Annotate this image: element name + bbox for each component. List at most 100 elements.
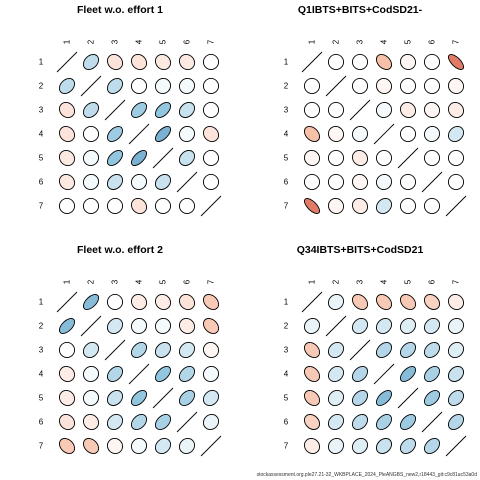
- correlation-ellipse: [130, 173, 148, 191]
- diagonal-mark: [301, 51, 323, 73]
- diagonal-mark: [325, 75, 347, 97]
- correlation-ellipse: [399, 125, 417, 143]
- correlation-ellipse: [375, 437, 393, 455]
- correlation-ellipse: [106, 413, 124, 431]
- correlation-ellipse: [327, 341, 345, 359]
- correlation-ellipse: [423, 149, 441, 167]
- correlation-ellipse: [399, 173, 417, 191]
- panel-title: Fleet w.o. effort 2: [77, 244, 163, 256]
- correlation-ellipse: [106, 317, 124, 335]
- correlation-ellipse: [82, 437, 100, 455]
- correlation-ellipse: [327, 437, 345, 455]
- column-label: 2: [87, 39, 96, 44]
- correlation-ellipse: [106, 173, 124, 191]
- correlation-ellipse: [106, 149, 124, 167]
- correlation-ellipse: [82, 173, 100, 191]
- correlation-ellipse: [399, 101, 417, 119]
- diagonal-mark: [128, 363, 150, 385]
- correlation-ellipse: [178, 125, 196, 143]
- column-label: 1: [308, 279, 317, 284]
- correlation-ellipse: [58, 317, 76, 335]
- diagonal-mark: [56, 51, 78, 73]
- diagonal-mark: [421, 411, 443, 433]
- correlation-ellipse: [351, 365, 369, 383]
- correlation-ellipse: [351, 125, 369, 143]
- correlation-ellipse: [375, 197, 393, 215]
- row-label: 3: [284, 346, 289, 355]
- correlation-ellipse: [375, 173, 393, 191]
- column-label: 3: [111, 279, 120, 284]
- correlation-ellipse: [399, 77, 417, 95]
- correlation-ellipse: [106, 197, 124, 215]
- correlation-ellipse: [106, 365, 124, 383]
- diagonal-mark: [421, 171, 443, 193]
- correlation-ellipse: [447, 293, 465, 311]
- correlation-ellipse: [351, 173, 369, 191]
- diagonal-mark: [176, 411, 198, 433]
- correlation-ellipse: [178, 365, 196, 383]
- correlation-ellipse: [82, 125, 100, 143]
- correlation-ellipse: [154, 101, 172, 119]
- correlation-ellipse: [447, 389, 465, 407]
- column-label: 2: [332, 39, 341, 44]
- row-label: 6: [39, 178, 44, 187]
- correlation-ellipse: [82, 53, 100, 71]
- correlation-ellipse: [303, 197, 321, 215]
- correlation-ellipse: [399, 53, 417, 71]
- correlation-ellipse: [375, 389, 393, 407]
- correlation-ellipse: [106, 437, 124, 455]
- column-label: 5: [404, 39, 413, 44]
- correlation-ellipse: [154, 77, 172, 95]
- correlation-ellipse: [154, 125, 172, 143]
- correlation-ellipse: [202, 341, 220, 359]
- panel-q34ibts: Q34IBTS+BITS+CodSD21 1 2 3 4 5 6 7 1 2 3 4 5 6 7: [284, 244, 467, 457]
- correlation-ellipse: [423, 197, 441, 215]
- correlation-ellipse: [423, 437, 441, 455]
- correlation-ellipse: [154, 197, 172, 215]
- correlation-ellipse: [82, 149, 100, 167]
- correlation-ellipse: [447, 77, 465, 95]
- correlation-ellipse: [58, 341, 76, 359]
- correlation-ellipse: [106, 53, 124, 71]
- row-label: 4: [39, 130, 44, 139]
- diagonal-mark: [104, 339, 126, 361]
- correlation-ellipse: [178, 149, 196, 167]
- correlation-ellipse: [375, 53, 393, 71]
- correlation-ellipse: [202, 149, 220, 167]
- correlation-ellipse: [303, 413, 321, 431]
- correlation-ellipse: [351, 437, 369, 455]
- diagonal-mark: [325, 315, 347, 337]
- correlation-ellipse: [202, 317, 220, 335]
- correlation-ellipse: [447, 149, 465, 167]
- correlation-ellipse: [58, 437, 76, 455]
- correlation-ellipse: [423, 53, 441, 71]
- correlation-ellipse: [154, 293, 172, 311]
- correlation-ellipse: [202, 293, 220, 311]
- column-label: 4: [135, 39, 144, 44]
- row-label: 6: [284, 418, 289, 427]
- diagonal-mark: [397, 147, 419, 169]
- correlation-ellipse: [178, 437, 196, 455]
- panel-fleet-effort-1: Fleet w.o. effort 1 1 2 3 4 5 6 7 1 2 3 4 5 6 7: [39, 4, 222, 217]
- row-label: 7: [39, 202, 44, 211]
- column-label: 2: [87, 279, 96, 284]
- correlation-ellipse: [58, 173, 76, 191]
- row-label: 6: [284, 178, 289, 187]
- correlation-ellipse: [202, 77, 220, 95]
- correlation-ellipse: [82, 341, 100, 359]
- column-label: 7: [207, 279, 216, 284]
- column-label: 2: [332, 279, 341, 284]
- row-label: 1: [284, 298, 289, 307]
- correlation-ellipse: [327, 125, 345, 143]
- correlation-ellipse: [130, 389, 148, 407]
- correlation-ellipse: [58, 413, 76, 431]
- correlation-ellipse: [58, 365, 76, 383]
- correlation-ellipse: [327, 293, 345, 311]
- correlation-ellipse: [327, 149, 345, 167]
- correlation-ellipse: [106, 125, 124, 143]
- correlation-ellipse: [399, 437, 417, 455]
- correlation-ellipse: [327, 197, 345, 215]
- correlation-ellipse: [178, 293, 196, 311]
- correlation-ellipse: [351, 149, 369, 167]
